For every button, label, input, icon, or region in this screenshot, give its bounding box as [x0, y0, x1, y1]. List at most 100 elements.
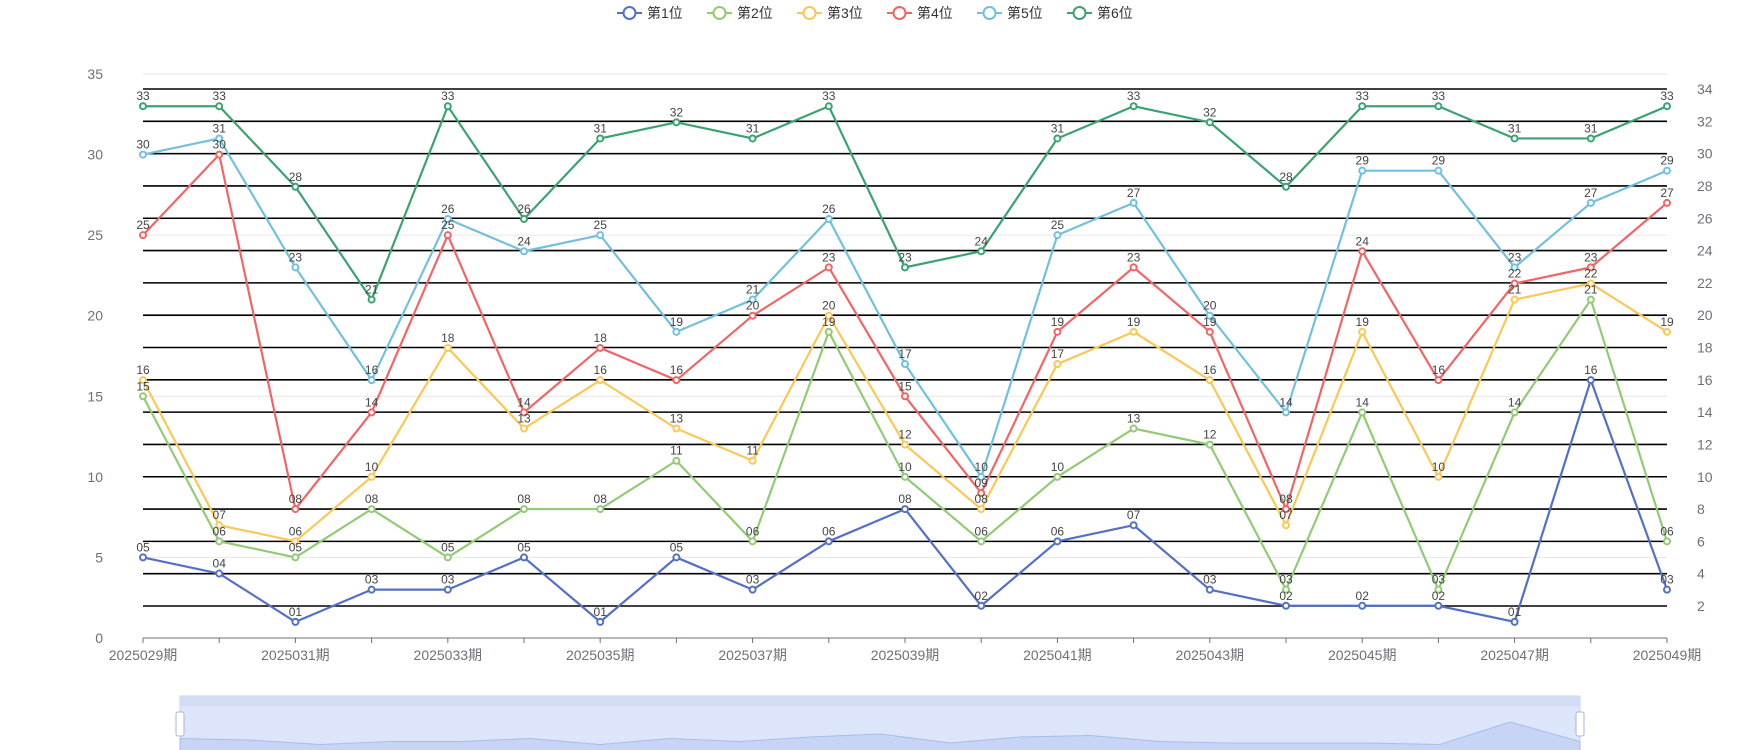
data-point[interactable]	[824, 102, 833, 111]
data-point[interactable]	[1586, 279, 1595, 288]
data-point[interactable]	[1358, 102, 1367, 111]
legend-item[interactable]: 第5位	[977, 5, 1043, 21]
data-point[interactable]	[901, 360, 909, 369]
legend-item[interactable]: 第1位	[617, 5, 683, 21]
data-point[interactable]	[139, 102, 147, 111]
data-point[interactable]	[139, 231, 147, 240]
data-point[interactable]	[1205, 327, 1214, 336]
data-point[interactable]	[367, 472, 376, 481]
data-point[interactable]	[1510, 279, 1519, 288]
data-point[interactable]	[1205, 118, 1214, 127]
data-point[interactable]	[1282, 601, 1290, 610]
data-point[interactable]	[672, 376, 681, 385]
data-point[interactable]	[139, 150, 147, 159]
legend-item[interactable]: 第4位	[887, 5, 953, 21]
data-point[interactable]	[1358, 601, 1367, 610]
data-point[interactable]	[901, 392, 909, 401]
data-point[interactable]	[1358, 327, 1367, 336]
data-point[interactable]	[1663, 166, 1671, 175]
data-point[interactable]	[824, 215, 833, 224]
data-point[interactable]	[215, 102, 224, 111]
data-point[interactable]	[443, 215, 452, 224]
data-point[interactable]	[1282, 505, 1290, 514]
data-point[interactable]	[1434, 376, 1443, 385]
data-point[interactable]	[1358, 247, 1367, 256]
data-point[interactable]	[596, 376, 605, 385]
data-point[interactable]	[1586, 263, 1595, 272]
data-point[interactable]	[1205, 376, 1214, 385]
legend-item[interactable]: 第2位	[707, 5, 773, 21]
data-point[interactable]	[1663, 327, 1671, 336]
data-point[interactable]	[1510, 263, 1519, 272]
data-point[interactable]	[672, 456, 681, 465]
data-point[interactable]	[1663, 537, 1671, 546]
data-point[interactable]	[596, 343, 605, 352]
data-point[interactable]	[291, 182, 300, 191]
data-point[interactable]	[1434, 166, 1443, 175]
slider-handle[interactable]	[175, 711, 185, 737]
legend-item[interactable]: 第6位	[1067, 5, 1133, 21]
data-point[interactable]	[1663, 102, 1671, 111]
data-point[interactable]	[596, 505, 605, 514]
data-point[interactable]	[977, 601, 986, 610]
data-point[interactable]	[1434, 585, 1443, 594]
data-point[interactable]	[596, 231, 605, 240]
data-point[interactable]	[1586, 198, 1595, 207]
data-point[interactable]	[977, 488, 986, 497]
data-point[interactable]	[1586, 295, 1595, 304]
data-point[interactable]	[139, 392, 147, 401]
data-point[interactable]	[215, 537, 224, 546]
data-point[interactable]	[672, 327, 681, 336]
data-point[interactable]	[1053, 327, 1062, 336]
data-point[interactable]	[1510, 295, 1519, 304]
data-point[interactable]	[443, 231, 452, 240]
data-point[interactable]	[1129, 102, 1138, 111]
data-point[interactable]	[1205, 311, 1214, 320]
data-point[interactable]	[1205, 440, 1214, 449]
data-point[interactable]	[520, 215, 528, 224]
data-point[interactable]	[901, 440, 909, 449]
data-point[interactable]	[824, 327, 833, 336]
data-point[interactable]	[215, 134, 224, 143]
data-point[interactable]	[443, 343, 452, 352]
data-point[interactable]	[520, 408, 528, 417]
data-point[interactable]	[520, 553, 528, 562]
data-point[interactable]	[1586, 134, 1595, 143]
data-point[interactable]	[215, 521, 224, 530]
data-point[interactable]	[748, 585, 757, 594]
data-point[interactable]	[1510, 134, 1519, 143]
data-point[interactable]	[520, 247, 528, 256]
data-point[interactable]	[291, 553, 300, 562]
data-point[interactable]	[367, 376, 376, 385]
data-point[interactable]	[672, 553, 681, 562]
slider-handle[interactable]	[1575, 711, 1585, 737]
data-point[interactable]	[748, 456, 757, 465]
data-point[interactable]	[1358, 408, 1367, 417]
data-point[interactable]	[1129, 198, 1138, 207]
data-point[interactable]	[1053, 472, 1062, 481]
data-point[interactable]	[367, 585, 376, 594]
data-point[interactable]	[748, 134, 757, 143]
data-point[interactable]	[1282, 521, 1290, 530]
data-point[interactable]	[443, 585, 452, 594]
data-point[interactable]	[1129, 263, 1138, 272]
data-point[interactable]	[672, 118, 681, 127]
data-point[interactable]	[1434, 472, 1443, 481]
data-point[interactable]	[1053, 537, 1062, 546]
data-point[interactable]	[443, 102, 452, 111]
data-point[interactable]	[977, 505, 986, 514]
data-point[interactable]	[215, 569, 224, 578]
data-point[interactable]	[520, 424, 528, 433]
data-point[interactable]	[901, 505, 909, 514]
data-point[interactable]	[1282, 585, 1290, 594]
data-point[interactable]	[139, 376, 147, 385]
data-point[interactable]	[748, 311, 757, 320]
data-point[interactable]	[1434, 601, 1443, 610]
data-point[interactable]	[1129, 424, 1138, 433]
data-point[interactable]	[1663, 585, 1671, 594]
data-point[interactable]	[367, 408, 376, 417]
data-point[interactable]	[977, 247, 986, 256]
data-point[interactable]	[1510, 617, 1519, 626]
data-point[interactable]	[1358, 166, 1367, 175]
data-point[interactable]	[520, 505, 528, 514]
